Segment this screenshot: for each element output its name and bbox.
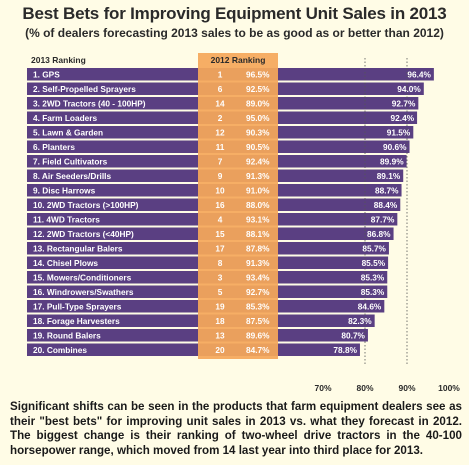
col-2012-label: 2012 Ranking [211,55,266,65]
pct-2012-label: 87.5% [246,316,270,326]
pct-2012-label: 91.3% [246,171,270,181]
value-label: 80.7% [341,331,365,341]
category-label: 18. Forage Harvesters [33,316,120,326]
rank-2012-label: 17 [215,244,225,254]
rank-2012-label: 9 [218,171,223,181]
value-label: 88.4% [374,200,398,210]
pct-2012-label: 95.0% [246,113,270,123]
rank-2012-label: 2 [218,113,223,123]
bar [27,329,368,342]
chart-title: Best Bets for Improving Equipment Unit S… [22,4,447,23]
category-label: 7. Field Cultivators [33,157,108,167]
chart-subtitle: (% of dealers forecasting 2013 sales to … [25,26,444,40]
rank-2012-label: 3 [218,273,223,283]
bar-chart: 2013 Ranking 2012 Ranking 1. GPS 1 96.5% 96.4… [27,53,460,393]
value-label: 91.5% [387,128,411,138]
x-tick-label: 100% [438,383,460,393]
value-label: 85.3% [361,273,385,283]
rank-2012-label: 18 [215,316,225,326]
value-label: 90.6% [383,142,407,152]
category-label: 14. Chisel Plows [33,258,98,268]
value-label: 89.1% [377,171,401,181]
rank-2012-label: 7 [218,157,223,167]
pct-2012-label: 85.3% [246,302,270,312]
category-label: 2. Self-Propelled Sprayers [33,84,136,94]
pct-2012-label: 93.4% [246,273,270,283]
category-label: 10. 2WD Tractors (>100HP) [33,200,139,210]
value-label: 89.9% [380,157,404,167]
rank-2012-label: 5 [218,287,223,297]
value-label: 96.4% [407,70,431,80]
rank-2012-label: 12 [215,128,225,138]
rank-2012-label: 15 [215,229,225,239]
value-label: 86.8% [367,229,391,239]
category-label: 9. Disc Harrows [33,186,96,196]
pct-2012-label: 89.0% [246,99,270,109]
pct-2012-label: 88.1% [246,229,270,239]
category-label: 17. Pull-Type Sprayers [33,302,122,312]
pct-2012-label: 91.3% [246,258,270,268]
rank-2012-label: 11 [216,142,225,152]
rank-2012-label: 13 [215,331,225,341]
category-label: 13. Rectangular Balers [33,244,123,254]
highlight-2012-column [198,53,278,359]
value-label: 94.0% [397,84,421,94]
category-label: 4. Farm Loaders [33,113,97,123]
rank-2012-label: 16 [215,200,225,210]
category-label: 8. Air Seeders/Drills [33,171,111,181]
category-label: 15. Mowers/Conditioners [33,273,132,283]
pct-2012-label: 92.7% [246,287,270,297]
pct-2012-label: 90.5% [246,142,270,152]
value-label: 78.8% [333,345,357,355]
rank-2012-label: 20 [215,345,225,355]
value-label: 82.3% [348,316,372,326]
category-label: 19. Round Balers [33,331,101,341]
col-2013-label: 2013 Ranking [31,55,86,65]
value-label: 92.7% [392,99,416,109]
category-label: 1. GPS [33,70,60,80]
value-label: 88.7% [375,186,399,196]
pct-2012-label: 89.6% [246,331,270,341]
pct-2012-label: 88.0% [246,200,270,210]
x-tick-label: 90% [398,383,415,393]
rank-2012-label: 10 [215,186,225,196]
x-tick-label: 80% [356,383,373,393]
pct-2012-label: 87.8% [246,244,270,254]
pct-2012-label: 96.5% [246,70,270,80]
chart-caption: Significant shifts can be seen in the pr… [10,400,462,457]
pct-2012-label: 92.4% [246,157,270,167]
category-label: 20. Combines [33,345,87,355]
category-label: 3. 2WD Tractors (40 - 100HP) [33,99,146,109]
category-label: 6. Planters [33,142,75,152]
pct-2012-label: 93.1% [246,215,270,225]
rank-2012-label: 1 [218,70,223,80]
value-label: 85.7% [362,244,386,254]
value-label: 87.7% [371,215,395,225]
pct-2012-label: 90.3% [246,128,270,138]
pct-2012-label: 91.0% [246,186,270,196]
category-label: 16. Windrowers/Swathers [33,287,134,297]
category-label: 11. 4WD Tractors [33,215,100,225]
pct-2012-label: 84.7% [246,345,270,355]
value-label: 92.4% [391,113,415,123]
category-label: 12. 2WD Tractors (<40HP) [33,229,134,239]
category-label: 5. Lawn & Garden [33,128,103,138]
value-label: 85.5% [362,258,386,268]
rank-2012-label: 6 [218,84,223,94]
value-label: 84.6% [358,302,382,312]
value-label: 85.3% [361,287,385,297]
rank-2012-label: 19 [215,302,225,312]
x-tick-label: 70% [314,383,331,393]
rank-2012-label: 4 [218,215,223,225]
rank-2012-label: 14 [215,99,225,109]
rank-2012-label: 8 [218,258,223,268]
pct-2012-label: 92.5% [246,84,270,94]
